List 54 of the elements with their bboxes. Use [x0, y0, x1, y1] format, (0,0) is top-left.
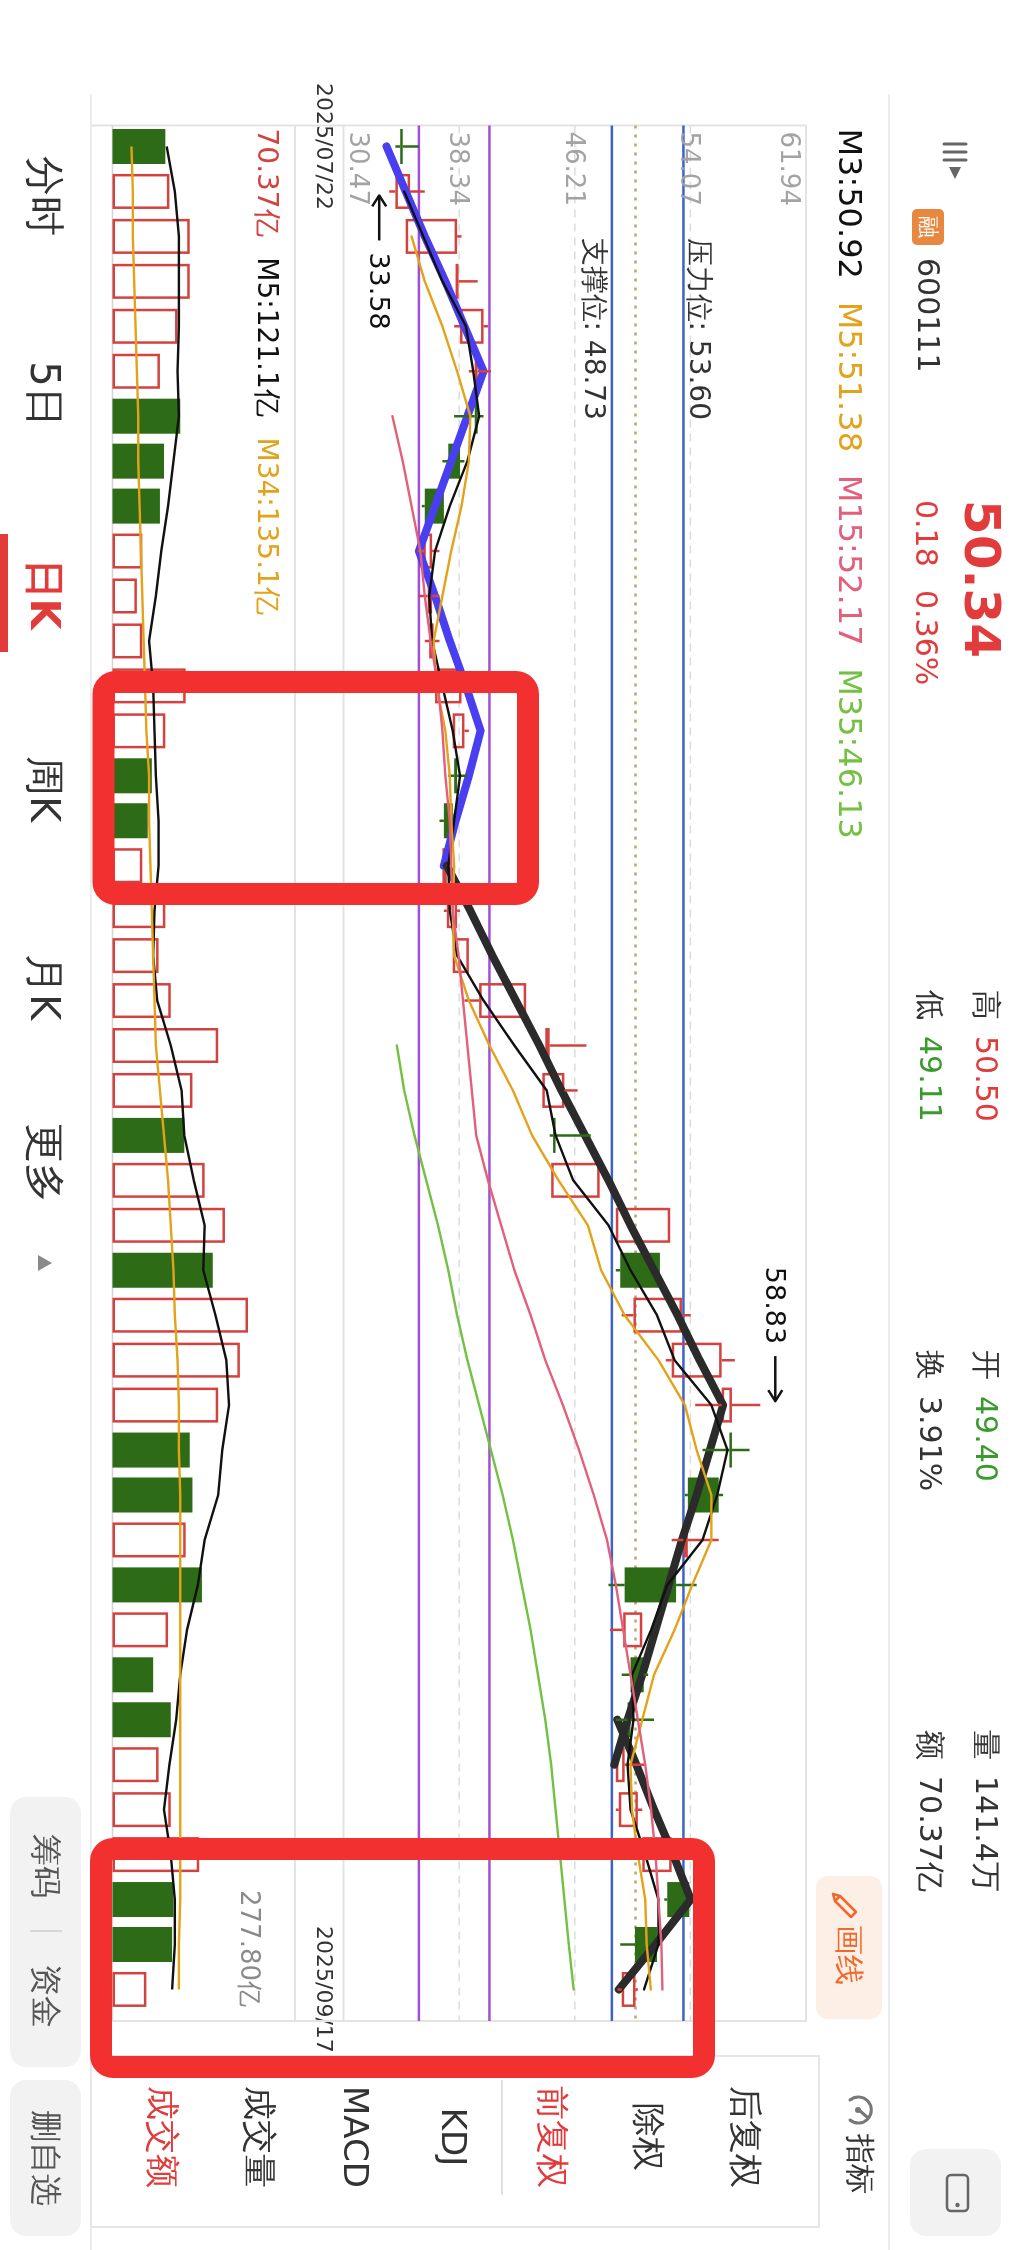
text: 画线 — [831, 1925, 867, 1985]
text: 49.11 — [912, 1036, 948, 1122]
text: 600111 — [910, 258, 946, 373]
text: M35:46.13 — [831, 668, 869, 839]
text: 日K — [22, 558, 68, 632]
text: 低 — [912, 990, 948, 1020]
text: M5:121.1亿 — [250, 257, 284, 417]
text: 资金 — [27, 1964, 65, 2028]
text: 额 — [912, 1730, 948, 1760]
text: M5:51.38 — [831, 301, 869, 452]
ref-line-label: 支撑位: 48.73 — [578, 237, 612, 420]
text: 50.50 — [968, 1036, 1004, 1122]
annotation: 277.80亿 — [235, 1890, 265, 2007]
text: 分时 — [22, 156, 68, 236]
text: 70.37亿 — [912, 1776, 948, 1892]
x-tick-label: 46.21 — [559, 131, 590, 206]
text: 141.4万 — [968, 1776, 1004, 1892]
text: 0.36% — [908, 590, 944, 686]
text: 高 — [968, 990, 1004, 1020]
text: MACD — [336, 2086, 376, 2188]
text: 开 — [968, 1350, 1004, 1380]
x-tick-label: 30.47 — [343, 131, 374, 206]
text: M34:135.1亿 — [250, 437, 284, 615]
text: 0.18 — [908, 500, 944, 567]
text: 周K — [22, 755, 68, 824]
text: 3.91% — [912, 1396, 948, 1492]
text: 成交额 — [143, 2086, 183, 2188]
text: 筹码 — [27, 1834, 65, 1898]
text: 换 — [912, 1350, 948, 1380]
text: 指标 — [842, 2133, 878, 2194]
text: 50.34 — [953, 500, 1011, 659]
y-tick-label: 2025/07/22 — [312, 83, 337, 210]
annotation: 58.83 — [759, 1266, 791, 1345]
text: 融 — [915, 216, 941, 238]
annotation: 33.58 — [363, 252, 395, 330]
text: M3:50.92 — [831, 128, 869, 279]
text: 量 — [968, 1730, 1004, 1760]
text: M15:52.17 — [831, 474, 869, 646]
text: 成交量 — [240, 2086, 280, 2188]
y-tick-label: 2025/09/17 — [312, 1926, 337, 2053]
text: KDJ — [434, 2107, 474, 2167]
text: 更多 — [22, 1123, 68, 1203]
text: 除权 — [629, 2103, 669, 2171]
text: 49.40 — [968, 1396, 1004, 1482]
text: 后复权 — [726, 2086, 766, 2188]
text: 70.37亿 — [250, 128, 284, 237]
text: 前复权 — [533, 2086, 573, 2188]
text: 5日 — [22, 361, 68, 427]
x-tick-label: 61.94 — [775, 131, 805, 206]
text: 删自选 — [27, 2110, 65, 2206]
ref-line-label: 压力位: 53.60 — [682, 237, 716, 420]
x-tick-label: 54.07 — [675, 131, 706, 206]
x-tick-label: 38.34 — [444, 131, 475, 206]
text: 月K — [22, 953, 68, 1022]
